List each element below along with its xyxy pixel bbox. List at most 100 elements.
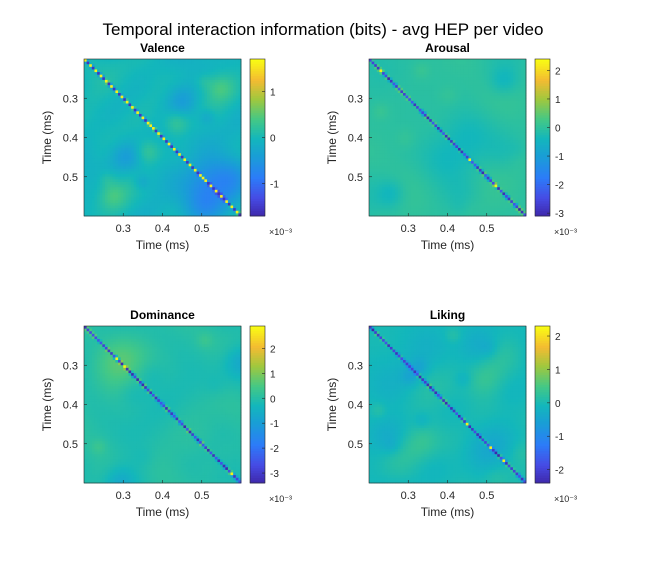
heatmap-cell — [512, 79, 516, 83]
heatmap-cell — [104, 158, 108, 162]
heatmap-cell — [204, 163, 208, 167]
heatmap-cell — [170, 90, 174, 94]
heatmap-cell — [141, 184, 145, 188]
heatmap-cell — [452, 113, 456, 117]
heatmap-cell — [450, 106, 454, 110]
heatmap-cell — [146, 210, 150, 214]
heatmap-cell — [505, 66, 509, 70]
heatmap-cell — [94, 59, 98, 63]
heatmap-cell — [471, 72, 475, 76]
heatmap-cell — [460, 106, 464, 110]
heatmap-cell — [238, 95, 242, 99]
heatmap-cell — [157, 181, 161, 185]
heatmap-cell — [392, 98, 396, 102]
heatmap-cell — [186, 210, 190, 214]
heatmap-cell — [230, 202, 234, 206]
heatmap-cell — [170, 93, 174, 97]
heatmap-cell — [230, 61, 234, 65]
heatmap-cell — [120, 87, 124, 91]
heatmap-cell — [426, 72, 430, 76]
heatmap-cell — [115, 176, 119, 180]
heatmap-cell — [233, 142, 237, 146]
heatmap-cell — [110, 127, 114, 131]
heatmap-cell — [115, 195, 119, 199]
heatmap-cell — [144, 174, 148, 178]
heatmap-cell — [217, 59, 221, 63]
heatmap-cell — [170, 127, 174, 131]
heatmap-cell — [97, 213, 101, 217]
heatmap-cell — [128, 155, 132, 159]
heatmap-cell — [123, 202, 127, 206]
heatmap-cell — [99, 61, 103, 65]
heatmap-cell — [196, 176, 200, 180]
heatmap-cell — [389, 69, 393, 73]
heatmap-cell — [157, 208, 161, 212]
heatmap-cell — [214, 208, 218, 212]
heatmap-cell — [227, 93, 231, 97]
heatmap-cell — [196, 77, 200, 81]
heatmap-cell — [227, 192, 231, 196]
heatmap-cell — [115, 158, 119, 162]
heatmap-cell — [439, 79, 443, 83]
heatmap-cell — [238, 116, 242, 120]
heatmap-cell — [227, 79, 231, 83]
heatmap-cell — [191, 59, 195, 63]
heatmap-cell — [102, 82, 106, 86]
heatmap-cell — [178, 174, 182, 178]
heatmap-cell — [178, 79, 182, 83]
heatmap-cell — [94, 61, 98, 65]
heatmap-cell — [191, 134, 195, 138]
heatmap-cell — [159, 116, 163, 120]
heatmap-cell — [455, 113, 459, 117]
heatmap-cell — [123, 64, 127, 68]
heatmap-cell — [167, 210, 171, 214]
heatmap-cell — [128, 82, 132, 86]
heatmap-cell — [110, 106, 114, 110]
heatmap-cell — [235, 90, 239, 94]
heatmap-cell — [170, 79, 174, 83]
heatmap-cell — [502, 106, 506, 110]
heatmap-cell — [235, 171, 239, 175]
heatmap-cell — [486, 98, 490, 102]
heatmap-cell — [144, 176, 148, 180]
heatmap-cell — [220, 200, 224, 204]
heatmap-cell — [162, 168, 166, 172]
heatmap-cell — [431, 93, 435, 97]
heatmap-cell — [222, 153, 226, 157]
heatmap-cell — [154, 163, 158, 167]
heatmap-cell — [379, 69, 383, 73]
heatmap-cell — [175, 85, 179, 89]
heatmap-cell — [138, 137, 142, 141]
heatmap-cell — [91, 137, 95, 141]
heatmap-cell — [238, 140, 242, 144]
heatmap-cell — [222, 181, 226, 185]
heatmap-cell — [178, 106, 182, 110]
heatmap-cell — [172, 208, 176, 212]
heatmap-cell — [84, 176, 88, 180]
heatmap-cell — [233, 85, 237, 89]
heatmap-cell — [397, 72, 401, 76]
heatmap-cell — [196, 181, 200, 185]
heatmap-cell — [201, 93, 205, 97]
heatmap-cell — [112, 202, 116, 206]
heatmap-cell — [159, 69, 163, 73]
heatmap-cell — [144, 187, 148, 191]
heatmap-cell — [515, 82, 519, 86]
heatmap-cell — [186, 64, 190, 68]
heatmap-cell — [455, 82, 459, 86]
heatmap-cell — [499, 108, 503, 112]
heatmap-cell — [225, 72, 229, 76]
colorbar-band — [250, 125, 265, 129]
heatmap-cell — [400, 61, 404, 65]
heatmap-cell — [172, 147, 176, 151]
heatmap-cell — [437, 69, 441, 73]
heatmap-cell — [146, 184, 150, 188]
heatmap-cell — [209, 108, 213, 112]
heatmap-cell — [180, 142, 184, 146]
heatmap-cell — [455, 111, 459, 115]
heatmap-cell — [167, 195, 171, 199]
heatmap-cell — [217, 85, 221, 89]
heatmap-cell — [510, 90, 514, 94]
heatmap-cell — [478, 106, 482, 110]
heatmap-cell — [125, 69, 129, 73]
